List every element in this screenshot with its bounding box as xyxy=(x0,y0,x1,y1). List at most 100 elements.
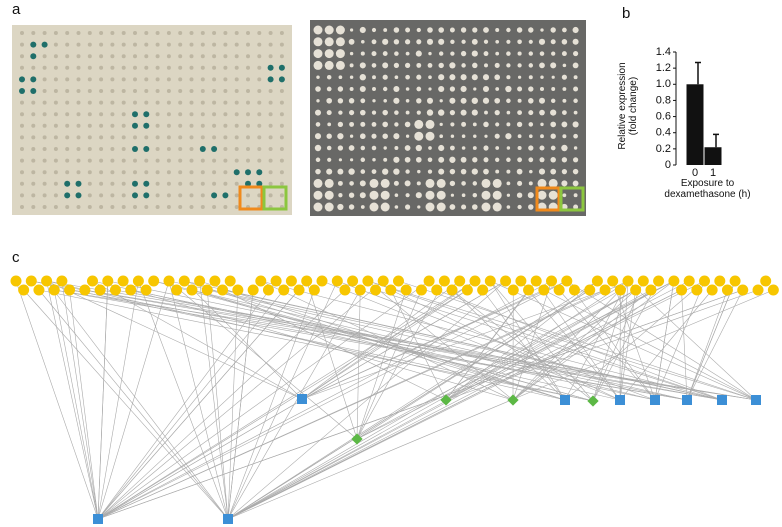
colony xyxy=(360,122,365,127)
edge xyxy=(513,290,636,400)
gene-node xyxy=(470,276,481,287)
colony xyxy=(212,66,216,70)
colony xyxy=(438,27,444,33)
bar xyxy=(705,147,722,165)
colony xyxy=(190,66,194,70)
colony xyxy=(551,39,556,44)
colony xyxy=(133,101,137,105)
colony xyxy=(99,43,103,47)
colony xyxy=(156,43,160,47)
gene-node xyxy=(538,285,549,296)
colony xyxy=(257,147,261,151)
colony xyxy=(327,110,332,115)
gene-node xyxy=(26,276,37,287)
error-bar xyxy=(695,62,701,84)
colony xyxy=(257,54,261,58)
colony xyxy=(517,27,522,32)
y-tick-label: 1.0 xyxy=(656,78,671,90)
y-tick-label: 1.2 xyxy=(656,62,671,74)
colony xyxy=(440,123,443,126)
colony xyxy=(506,122,510,126)
colony xyxy=(316,122,321,127)
colony xyxy=(110,101,114,105)
colony xyxy=(132,123,138,129)
colony xyxy=(495,158,499,162)
colony xyxy=(133,43,137,47)
colony xyxy=(405,180,411,186)
colony xyxy=(450,204,456,210)
colony xyxy=(561,121,567,127)
colony xyxy=(132,111,138,117)
colony xyxy=(99,54,103,58)
gene-node xyxy=(691,285,702,296)
colony xyxy=(428,87,431,90)
colony xyxy=(449,98,455,104)
gene-node xyxy=(263,285,274,296)
colony xyxy=(43,124,47,128)
gene-node xyxy=(684,276,695,287)
colony xyxy=(122,135,126,139)
colony xyxy=(167,89,171,93)
colony xyxy=(279,65,285,71)
colony xyxy=(201,54,205,58)
colony xyxy=(19,76,25,82)
colony xyxy=(222,192,228,198)
colony xyxy=(426,203,435,212)
colony xyxy=(573,169,578,174)
colony xyxy=(190,205,194,209)
colony xyxy=(201,112,205,116)
colony xyxy=(212,101,216,105)
colony xyxy=(122,66,126,70)
gene-node xyxy=(607,276,618,287)
colony xyxy=(77,66,81,70)
colony xyxy=(360,180,366,186)
y-tick-label: 0.2 xyxy=(656,143,671,155)
colony xyxy=(438,39,444,45)
gene-node xyxy=(49,285,60,296)
colony xyxy=(517,157,522,162)
gene-node xyxy=(87,276,98,287)
colony xyxy=(110,66,114,70)
colony xyxy=(517,205,521,209)
colony xyxy=(190,159,194,163)
colony xyxy=(212,124,216,128)
colony xyxy=(370,203,379,212)
colony xyxy=(393,157,399,163)
colony xyxy=(507,146,510,149)
colony xyxy=(327,146,332,151)
gene-node xyxy=(645,285,656,296)
colony xyxy=(406,111,410,115)
gene-node xyxy=(11,276,22,287)
colony xyxy=(427,109,433,115)
colony xyxy=(349,122,354,127)
gene-node xyxy=(615,285,626,296)
colony xyxy=(561,180,567,186)
colony xyxy=(65,77,69,81)
colony xyxy=(483,98,489,104)
colony xyxy=(438,63,443,68)
colony xyxy=(405,63,410,68)
colony xyxy=(538,191,547,200)
colony xyxy=(450,40,454,44)
colony xyxy=(382,122,388,128)
colony xyxy=(315,145,321,151)
colony xyxy=(257,43,261,47)
colony xyxy=(493,203,502,212)
colony xyxy=(573,27,579,33)
colony xyxy=(529,51,533,55)
edge xyxy=(47,281,98,519)
colony xyxy=(269,101,273,105)
colony xyxy=(382,39,388,45)
colony xyxy=(529,170,533,174)
colony xyxy=(88,66,92,70)
gene-node xyxy=(401,285,412,296)
colony xyxy=(393,168,399,174)
colony xyxy=(88,170,92,174)
colony xyxy=(314,61,323,70)
colony xyxy=(20,170,24,174)
colony xyxy=(43,101,47,105)
gene-node xyxy=(722,285,733,296)
colony xyxy=(269,31,273,35)
colony xyxy=(551,51,555,55)
colony xyxy=(506,170,510,174)
